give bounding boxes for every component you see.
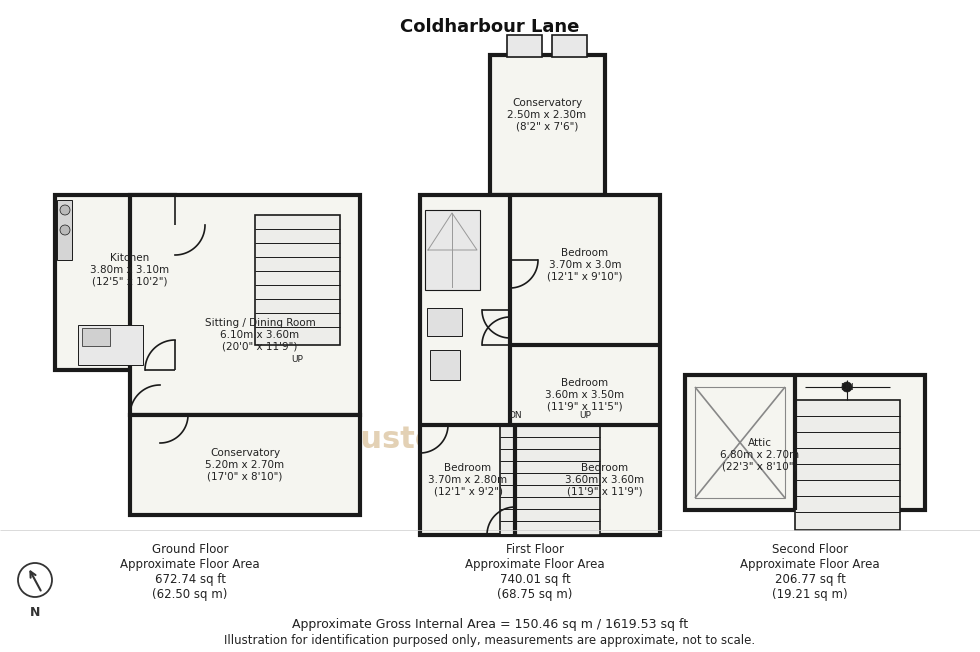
Bar (490, 55, 605, 195)
Bar (78, 325, 143, 365)
Bar (255, 215, 340, 345)
Bar (420, 195, 660, 535)
Bar (430, 350, 460, 380)
Text: Trusted since 1947: Trusted since 1947 (327, 426, 653, 454)
Text: Bedroom
3.60m x 3.60m
(11'9" x 11'9"): Bedroom 3.60m x 3.60m (11'9" x 11'9") (565, 464, 645, 497)
Text: Coldharbour Lane: Coldharbour Lane (400, 18, 580, 36)
Text: Conservatory
2.50m x 2.30m
(8'2" x 7'6"): Conservatory 2.50m x 2.30m (8'2" x 7'6") (508, 98, 587, 132)
Text: Conservatory
5.20m x 2.70m
(17'0" x 8'10"): Conservatory 5.20m x 2.70m (17'0" x 8'10… (206, 449, 284, 482)
Text: DN: DN (840, 383, 854, 393)
Bar (55, 195, 175, 370)
Bar (795, 400, 900, 530)
Text: First Floor
Approximate Floor Area
740.01 sq ft
(68.75 sq m): First Floor Approximate Floor Area 740.0… (466, 543, 605, 601)
Text: UP: UP (579, 411, 591, 419)
Text: Attic
6.80m x 2.70m
(22'3" x 8'10"): Attic 6.80m x 2.70m (22'3" x 8'10") (720, 438, 800, 471)
Bar (685, 375, 925, 510)
Text: Ground Floor
Approximate Floor Area
672.74 sq ft
(62.50 sq m): Ground Floor Approximate Floor Area 672.… (121, 543, 260, 601)
Bar (507, 35, 542, 57)
Bar (552, 35, 587, 57)
Text: Sitting / Dining Room
6.10m x 3.60m
(20'0" x 11'9"): Sitting / Dining Room 6.10m x 3.60m (20'… (205, 318, 316, 351)
Text: Bedroom
3.70m x 2.80m
(12'1" x 9'2"): Bedroom 3.70m x 2.80m (12'1" x 9'2") (428, 464, 508, 497)
Text: DN: DN (509, 411, 521, 419)
Text: Approximate Gross Internal Area = 150.46 sq m / 1619.53 sq ft: Approximate Gross Internal Area = 150.46… (292, 618, 688, 631)
Bar (427, 308, 462, 336)
Bar (57, 200, 72, 260)
Text: Second Floor
Approximate Floor Area
206.77 sq ft
(19.21 sq m): Second Floor Approximate Floor Area 206.… (740, 543, 880, 601)
Text: Bedroom
3.70m x 3.0m
(12'1" x 9'10"): Bedroom 3.70m x 3.0m (12'1" x 9'10") (547, 248, 622, 282)
Circle shape (842, 382, 852, 392)
Circle shape (60, 225, 70, 235)
Bar (130, 195, 360, 415)
Bar (500, 425, 600, 535)
Circle shape (60, 205, 70, 215)
Text: Illustration for identification purposed only, measurements are approximate, not: Illustration for identification purposed… (224, 634, 756, 647)
Bar (695, 387, 785, 498)
Bar (130, 415, 360, 515)
Bar (425, 210, 480, 290)
Text: UP: UP (291, 355, 303, 364)
Text: Bedroom
3.60m x 3.50m
(11'9" x 11'5"): Bedroom 3.60m x 3.50m (11'9" x 11'5") (546, 378, 624, 411)
Text: N: N (29, 606, 40, 619)
Bar (82, 328, 110, 346)
Text: Kitchen
3.80m x 3.10m
(12'5" x 10'2"): Kitchen 3.80m x 3.10m (12'5" x 10'2") (90, 254, 170, 287)
